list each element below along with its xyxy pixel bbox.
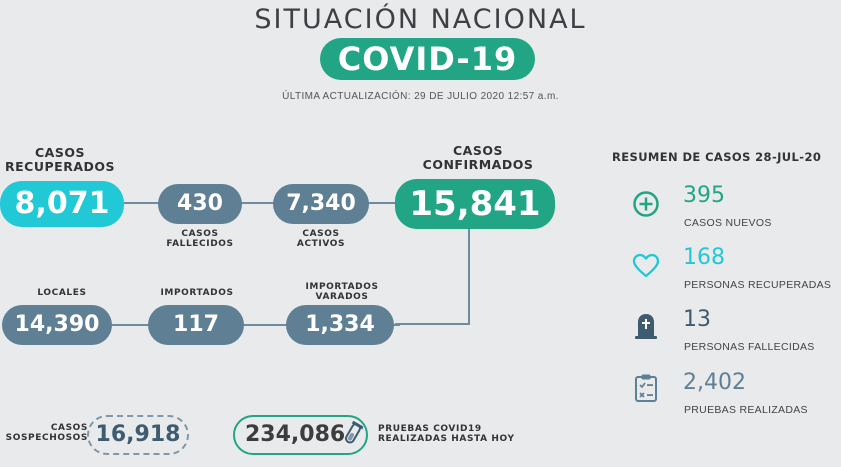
label-confirmados-text: CASOS CONFIRMADOS bbox=[422, 143, 534, 173]
recuperados-value-pill: 8,071 bbox=[0, 181, 124, 227]
page-title: SITUACIÓN NACIONAL bbox=[254, 4, 587, 35]
summary-nuevos-label: CASOS NUEVOS bbox=[684, 217, 772, 229]
summary-recuperadas-value: 168 bbox=[683, 245, 725, 270]
label-activos-text: CASOS ACTIVOS bbox=[296, 229, 346, 250]
label-pruebas-line2: REALIZADAS HASTA HOY bbox=[378, 434, 515, 445]
label-recuperados-text: CASOS RECUPERADOS bbox=[5, 145, 115, 175]
sospechosos-value-box: 16,918 bbox=[87, 415, 189, 455]
confirmados-value-pill: 15,841 bbox=[395, 179, 555, 229]
importados-value-pill: 117 bbox=[148, 305, 244, 345]
activos-value-pill: 7,340 bbox=[273, 184, 369, 224]
last-updated-text: ÚLTIMA ACTUALIZACIÓN: 29 DE JULIO 2020 1… bbox=[282, 91, 559, 102]
varados-value-pill: 1,334 bbox=[286, 305, 394, 345]
label-pruebas: PRUEBAS COVID19 REALIZADAS HASTA HOY bbox=[378, 424, 528, 445]
connector-bottom-row bbox=[100, 324, 400, 326]
pruebas-total-value: 234,086 bbox=[245, 422, 346, 447]
label-activos: CASOS ACTIVOS bbox=[283, 229, 359, 250]
heart-icon bbox=[632, 253, 660, 278]
summary-fallecidas-value: 13 bbox=[683, 307, 711, 332]
label-varados: IMPORTADOS VARADOS bbox=[290, 282, 394, 303]
label-sospechosos-line2: SOSPECHOSOS bbox=[5, 433, 88, 444]
connector-top-row bbox=[110, 202, 410, 204]
tombstone-icon bbox=[635, 314, 657, 339]
label-importados: IMPORTADOS bbox=[160, 288, 234, 298]
covid-badge: COVID-19 bbox=[320, 38, 535, 80]
pruebas-total-box: 234,086 bbox=[233, 415, 368, 455]
label-varados-text: IMPORTADOS VARADOS bbox=[305, 282, 379, 303]
locales-value-pill: 14,390 bbox=[2, 305, 112, 345]
fallecidos-value-pill: 430 bbox=[158, 184, 242, 224]
label-pruebas-line1: PRUEBAS COVID19 bbox=[378, 424, 482, 434]
summary-fallecidas-label: PERSONAS FALLECIDAS bbox=[684, 341, 815, 353]
summary-recuperadas-label: PERSONAS RECUPERADAS bbox=[684, 279, 832, 291]
label-recuperados: CASOS RECUPERADOS bbox=[0, 145, 120, 175]
clipboard-icon bbox=[635, 374, 657, 402]
summary-pruebas-label: PRUEBAS REALIZADAS bbox=[684, 404, 808, 416]
summary-pruebas-value: 2,402 bbox=[683, 370, 746, 395]
plus-circle-icon bbox=[633, 191, 659, 217]
connector-bottom-link bbox=[395, 323, 470, 325]
label-fallecidos: CASOS FALLECIDOS bbox=[158, 229, 242, 250]
label-confirmados: CASOS CONFIRMADOS bbox=[413, 143, 543, 173]
test-tube-icon bbox=[345, 421, 363, 444]
label-locales: LOCALES bbox=[37, 288, 87, 298]
summary-title: RESUMEN DE CASOS 28-JUL-20 bbox=[612, 150, 822, 164]
summary-nuevos-value: 395 bbox=[683, 183, 725, 208]
label-sospechosos: CASOS SOSPECHOSOS bbox=[0, 423, 88, 444]
label-fallecidos-text: CASOS FALLECIDOS bbox=[166, 229, 234, 250]
label-sospechosos-line1: CASOS bbox=[50, 423, 88, 433]
connector-vertical bbox=[468, 220, 470, 324]
